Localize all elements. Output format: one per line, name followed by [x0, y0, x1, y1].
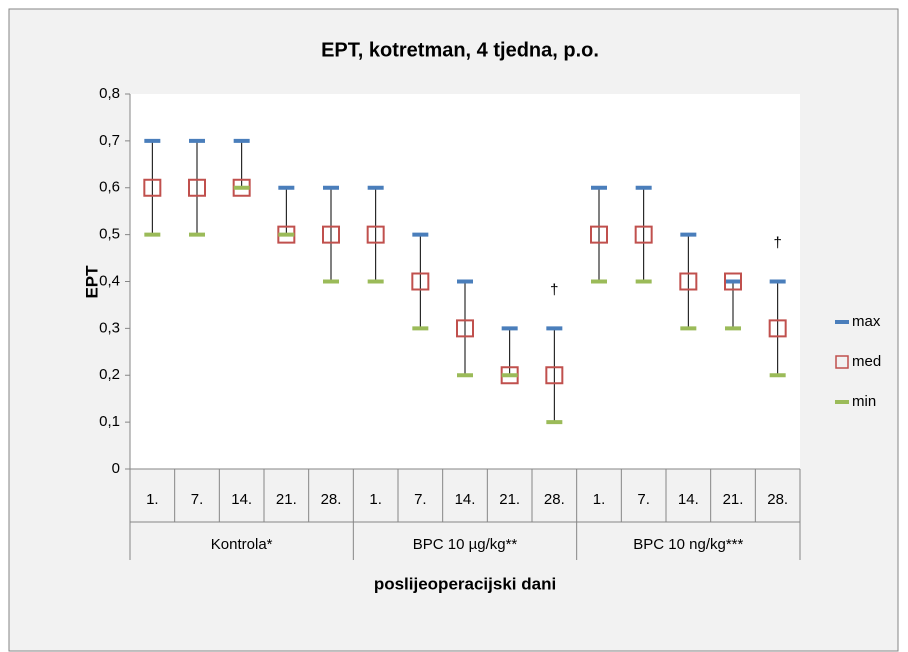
square-marker [456, 319, 474, 338]
dash-marker [769, 279, 786, 284]
dash-marker [233, 138, 250, 143]
x-axis-title: poslijeoperacijski dani [374, 574, 556, 593]
y-tick-label: 0,2 [99, 366, 120, 383]
square-marker [411, 272, 430, 291]
square-marker [143, 178, 162, 197]
y-tick-label: 0,6 [99, 179, 120, 196]
annotation: † [773, 234, 781, 251]
y-tick-label: 0,3 [99, 319, 120, 336]
x-tick-label: 7. [637, 491, 650, 508]
x-tick-label: 14. [678, 491, 699, 508]
dash-marker [144, 138, 161, 143]
dash-marker [278, 232, 295, 237]
square-marker [322, 225, 340, 244]
y-tick-label: 0,7 [99, 132, 120, 149]
dash-marker [769, 373, 786, 378]
dash-marker [367, 185, 384, 190]
group-label: BPC 10 µg/kg** [413, 536, 518, 553]
y-axis-title: EPT [82, 265, 101, 299]
dash-marker [501, 326, 518, 331]
dash-marker [546, 420, 563, 425]
dash-marker [457, 373, 473, 378]
y-tick-label: 0,4 [99, 272, 120, 289]
x-tick-label: 7. [414, 491, 427, 508]
x-tick-label: 1. [593, 491, 606, 508]
x-tick-label: 28. [544, 491, 565, 508]
square-marker [545, 366, 564, 385]
y-tick-label: 0,1 [99, 413, 120, 430]
dash-marker [367, 279, 384, 284]
x-tick-label: 21. [723, 491, 744, 508]
legend-label: med [852, 353, 881, 370]
dash-marker [546, 326, 563, 331]
y-tick-label: 0 [112, 460, 120, 477]
dash-marker [635, 279, 652, 284]
square-marker [679, 272, 698, 291]
dash-marker [725, 279, 741, 284]
dash-marker [278, 185, 295, 190]
annotation: † [550, 281, 558, 298]
dash-marker [189, 138, 205, 143]
square-marker [590, 225, 608, 244]
x-tick-label: 14. [231, 491, 252, 508]
dash-marker [412, 326, 429, 331]
dash-marker [635, 185, 652, 190]
legend-swatch [835, 320, 849, 324]
x-tick-label: 21. [276, 491, 297, 508]
square-marker [768, 319, 787, 338]
square-marker [634, 225, 653, 244]
dash-marker [591, 185, 607, 190]
x-tick-label: 21. [499, 491, 520, 508]
legend-label: min [852, 393, 876, 410]
dash-marker [144, 232, 161, 237]
square-marker [366, 225, 385, 244]
dash-marker [323, 279, 339, 284]
x-tick-label: 1. [146, 491, 159, 508]
legend-swatch [835, 400, 849, 404]
legend-swatch [835, 355, 849, 369]
group-label: Kontrola* [211, 536, 273, 553]
dash-marker [680, 232, 697, 237]
dash-marker [189, 232, 205, 237]
dash-marker [233, 185, 250, 190]
dash-marker [725, 326, 741, 331]
dash-marker [457, 279, 473, 284]
x-tick-label: 14. [455, 491, 476, 508]
dash-marker [412, 232, 429, 237]
x-tick-label: 28. [321, 491, 342, 508]
dash-marker [680, 326, 697, 331]
dash-marker [591, 279, 607, 284]
x-tick-label: 7. [191, 491, 204, 508]
dash-marker [501, 373, 518, 378]
y-tick-label: 0,5 [99, 226, 120, 243]
chart-title: EPT, kotretman, 4 tjedna, p.o. [321, 39, 599, 61]
dash-marker [323, 185, 339, 190]
x-tick-label: 28. [767, 491, 788, 508]
x-tick-label: 1. [369, 491, 382, 508]
legend-label: max [852, 313, 881, 330]
group-label: BPC 10 ng/kg*** [633, 536, 743, 553]
y-tick-label: 0,8 [99, 85, 120, 102]
square-marker [724, 272, 742, 291]
square-marker [188, 178, 206, 197]
